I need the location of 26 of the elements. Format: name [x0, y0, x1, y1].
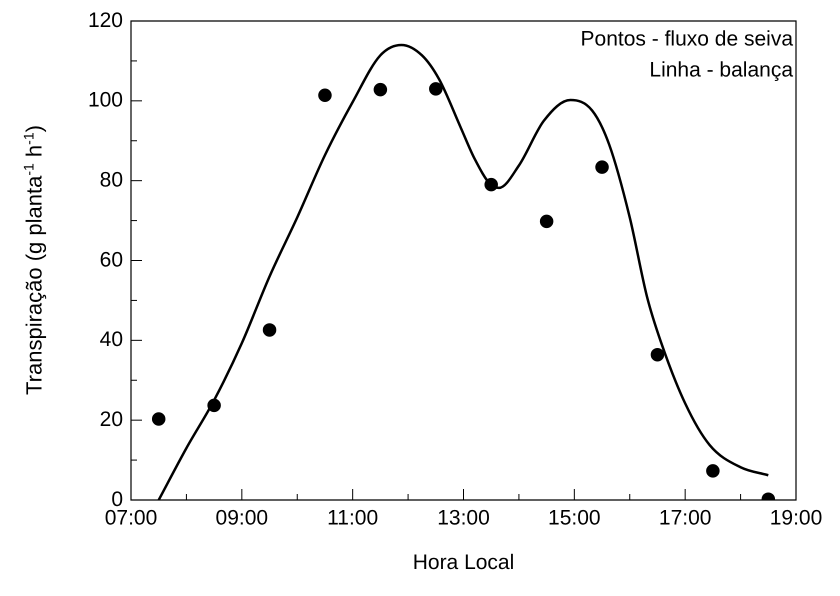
point [595, 160, 609, 174]
x-tick-label: 19:00 [770, 506, 822, 530]
point [429, 82, 443, 96]
x-tick-label: 11:00 [327, 506, 378, 530]
x-tick-label: 17:00 [658, 506, 712, 530]
point [152, 412, 166, 426]
point [262, 323, 276, 337]
annotation: Linha - balança [649, 58, 794, 82]
x-tick-label: 15:00 [548, 506, 601, 530]
annotation: Pontos - fluxo de seiva [580, 27, 794, 50]
point [207, 398, 221, 412]
y-tick-label: 20 [100, 408, 123, 431]
point [706, 464, 720, 478]
point [484, 178, 498, 192]
y-tick-label: 100 [88, 88, 123, 112]
point [374, 82, 388, 96]
y-tick-label: 80 [100, 168, 123, 192]
x-tick-label: 13:00 [437, 506, 490, 530]
x-tick-label: 09:00 [216, 506, 268, 530]
y-tick-label: 40 [100, 328, 123, 352]
y-tick-label: 60 [100, 248, 123, 272]
x-axis-title: Hora Local [412, 551, 514, 574]
point [318, 88, 332, 102]
y-tick-label: 120 [88, 8, 123, 32]
point [540, 214, 554, 228]
point [650, 348, 664, 362]
